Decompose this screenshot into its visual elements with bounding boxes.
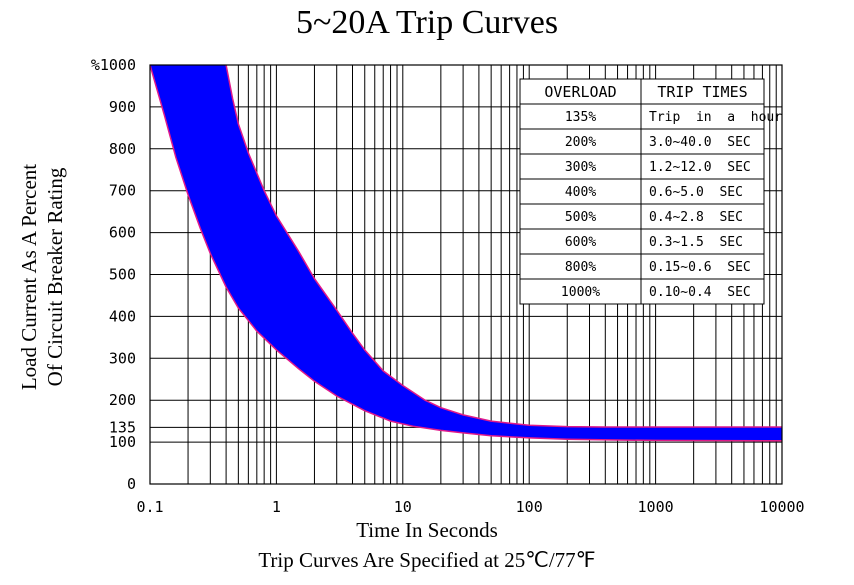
table-cell-trip-time: 0.15~0.6 SEC [649,260,751,275]
x-tick-label: 10 [394,498,412,516]
y-tick-label: 300 [109,349,136,367]
chart-title: 5~20A Trip Curves [295,4,559,41]
y-tick-label: 700 [109,182,136,200]
temperature-footnote: Trip Curves Are Specified at 25℃/77℉ [258,548,596,572]
table-cell-trip-time: 3.0~40.0 SEC [649,135,751,150]
table-cell-overload: 300% [565,160,596,175]
x-tick-label: 1 [272,498,281,516]
band-lower-edge [150,65,782,442]
table-cell-overload: 400% [565,185,596,200]
table-header-trip-times: TRIP TIMES [657,83,747,101]
table-cell-trip-time: 0.6~5.0 SEC [649,185,743,200]
y-tick-label: 0 [127,475,136,493]
table-header-overload: OVERLOAD [544,83,616,101]
x-tick-label: 1000 [638,498,674,516]
y-tick-label: 900 [109,98,136,116]
y-tick-label: 100 [109,433,136,451]
x-tick-label: 100 [516,498,543,516]
table-cell-overload: 135% [565,110,596,125]
table-cell-overload: 600% [565,235,596,250]
y-tick-label: 800 [109,140,136,158]
trip-times-table [519,78,765,305]
y-tick-label: 500 [109,266,136,284]
y-tick-label: 135 [109,418,136,436]
x-tick-label: 0.1 [136,498,163,516]
x-tick-label: 10000 [759,498,804,516]
plot-frame [149,64,783,485]
trip-band [150,65,782,441]
table-cell-trip-time: 1.2~12.0 SEC [649,160,751,175]
table-cell-trip-time: 0.3~1.5 SEC [649,235,743,250]
y-tick-label: 400 [109,307,136,325]
table-cell-trip-time: 0.4~2.8 SEC [649,210,743,225]
table-cell-overload: 800% [565,260,596,275]
x-axis-label: Time In Seconds [356,518,498,542]
table-cell-overload: 200% [565,135,596,150]
table-cell-trip-time: Trip in a hour [649,110,782,125]
band-upper-edge [225,65,782,428]
y-tick-label: 200 [109,391,136,409]
y-tick-label: %1000 [91,56,136,74]
table-cell-overload: 500% [565,210,596,225]
y-tick-label: 600 [109,224,136,242]
table-cell-trip-time: 0.10~0.4 SEC [649,285,751,300]
table-cell-overload: 1000% [561,285,600,300]
